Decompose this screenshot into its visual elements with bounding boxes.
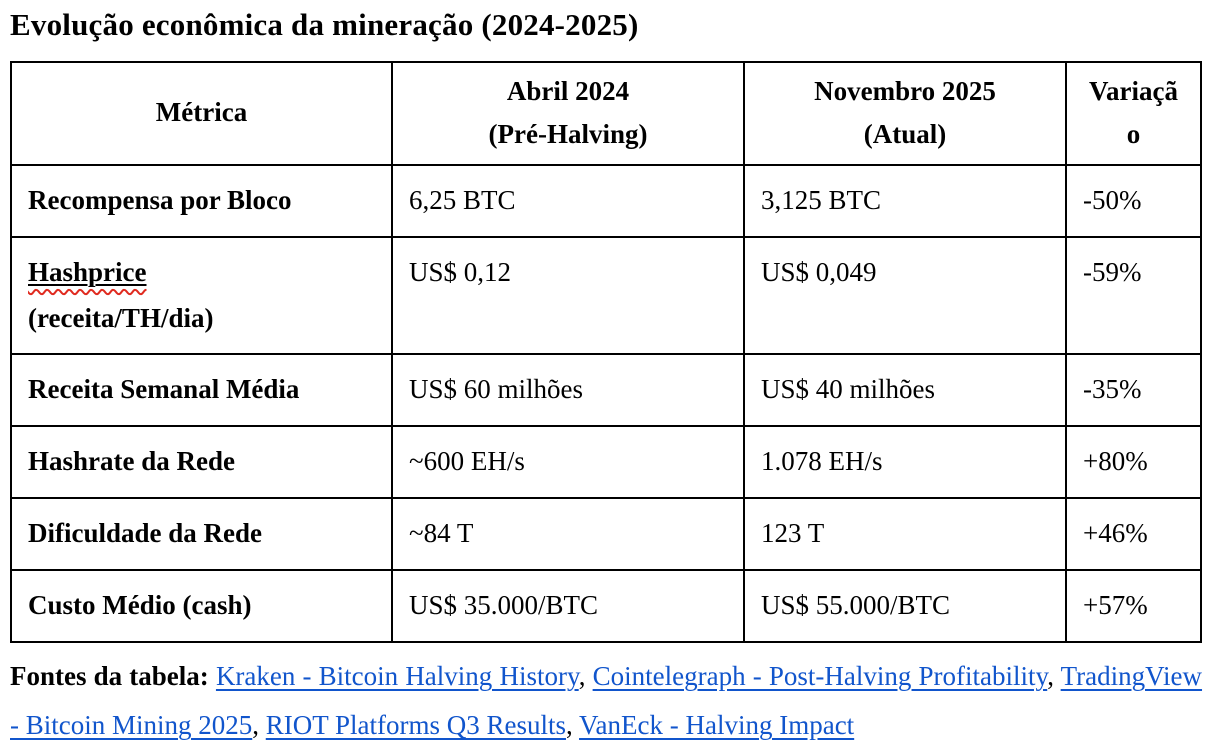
cell-april-2024: US$ 60 milhões <box>391 353 745 428</box>
cell-variation: -59% <box>1065 235 1202 356</box>
col-header-metrica: Métrica <box>10 60 393 166</box>
cell-november-2025: US$ 40 milhões <box>743 353 1067 428</box>
cell-april-2024: US$ 0,12 <box>391 235 745 356</box>
cell-metric: Recompensa por Bloco <box>10 163 393 238</box>
metric-label: Custo Médio (cash) <box>28 590 252 621</box>
cell-metric: Custo Médio (cash) <box>10 569 393 643</box>
col-header-abril-line1: Abril 2024 <box>506 75 630 106</box>
cell-variation: +80% <box>1065 425 1202 500</box>
cell-april-2024: 6,25 BTC <box>391 163 745 238</box>
cell-metric: Hashrate da Rede <box>10 425 393 500</box>
cell-november-2025: US$ 0,049 <box>743 235 1067 356</box>
metric-label: Receita Semanal Média <box>28 374 300 405</box>
cell-november-2025: US$ 55.000/BTC <box>743 569 1067 643</box>
cell-april-2024: ~84 T <box>391 497 745 572</box>
table-header-row: Métrica Abril 2024 (Pré-Halving) Novembr… <box>10 60 1202 166</box>
metric-label: Dificuldade da Rede <box>28 518 263 549</box>
table-row-receita-semanal-media: Receita Semanal Média US$ 60 milhões US$… <box>10 353 1202 428</box>
cell-november-2025: 3,125 BTC <box>743 163 1067 238</box>
mining-economics-table: Métrica Abril 2024 (Pré-Halving) Novembr… <box>10 60 1202 643</box>
col-header-metrica-label: Métrica <box>155 97 248 128</box>
table-row-dificuldade-da-rede: Dificuldade da Rede ~84 T 123 T +46% <box>10 497 1202 572</box>
cell-variation: -35% <box>1065 353 1202 428</box>
source-separator: , <box>1047 660 1061 691</box>
metric-label: Hashprice <box>28 256 147 287</box>
col-header-novembro-line1: Novembro 2025 <box>814 75 996 106</box>
sources-label: Fontes da tabela: <box>10 660 209 691</box>
cell-april-2024: US$ 35.000/BTC <box>391 569 745 643</box>
col-header-abril-line2: (Pré-Halving) <box>488 119 648 150</box>
source-separator: , <box>252 710 266 741</box>
source-link-tradingview[interactable]: TradingView - Bitcoin Mining 2025 <box>10 660 1203 741</box>
cell-april-2024: ~600 EH/s <box>391 425 745 500</box>
col-header-abril-2024: Abril 2024 (Pré-Halving) <box>391 60 745 166</box>
page-title: Evolução econômica da mineração (2024-20… <box>10 7 639 42</box>
cell-variation: -50% <box>1065 163 1202 238</box>
table-sources-paragraph: Fontes da tabela: Kraken - Bitcoin Halvi… <box>10 652 1202 751</box>
cell-variation: +57% <box>1065 569 1202 643</box>
cell-metric: Receita Semanal Média <box>10 353 393 428</box>
cell-november-2025: 1.078 EH/s <box>743 425 1067 500</box>
metric-label: Hashrate da Rede <box>28 446 235 477</box>
metric-label: Recompensa por Bloco <box>28 184 292 215</box>
table-row-hashprice: Hashprice (receita/TH/dia) US$ 0,12 US$ … <box>10 235 1202 356</box>
col-header-variacao-label: Variação <box>1089 75 1178 150</box>
cell-november-2025: 123 T <box>743 497 1067 572</box>
cell-variation: +46% <box>1065 497 1202 572</box>
source-separator: , <box>578 660 593 691</box>
col-header-novembro-line2: (Atual) <box>863 119 947 150</box>
source-link-riot-platforms[interactable]: RIOT Platforms Q3 Results <box>265 710 567 741</box>
cell-metric: Dificuldade da Rede <box>10 497 393 572</box>
cell-metric: Hashprice (receita/TH/dia) <box>10 235 393 356</box>
col-header-variacao: Variação <box>1065 60 1202 166</box>
source-link-vaneck[interactable]: VanEck - Halving Impact <box>579 710 855 741</box>
source-link-cointelegraph[interactable]: Cointelegraph - Post-Halving Profitabili… <box>592 660 1048 691</box>
source-separator: , <box>566 710 580 741</box>
col-header-novembro-2025: Novembro 2025 (Atual) <box>743 60 1067 166</box>
spellcheck-squiggle: Hashprice <box>28 257 147 287</box>
source-link-kraken[interactable]: Kraken - Bitcoin Halving History <box>215 660 579 691</box>
table-row-hashrate-da-rede: Hashrate da Rede ~600 EH/s 1.078 EH/s +8… <box>10 425 1202 500</box>
table-row-recompensa-por-bloco: Recompensa por Bloco 6,25 BTC 3,125 BTC … <box>10 163 1202 238</box>
metric-sublabel: (receita/TH/dia) <box>28 302 214 333</box>
table-row-custo-medio-cash: Custo Médio (cash) US$ 35.000/BTC US$ 55… <box>10 569 1202 643</box>
